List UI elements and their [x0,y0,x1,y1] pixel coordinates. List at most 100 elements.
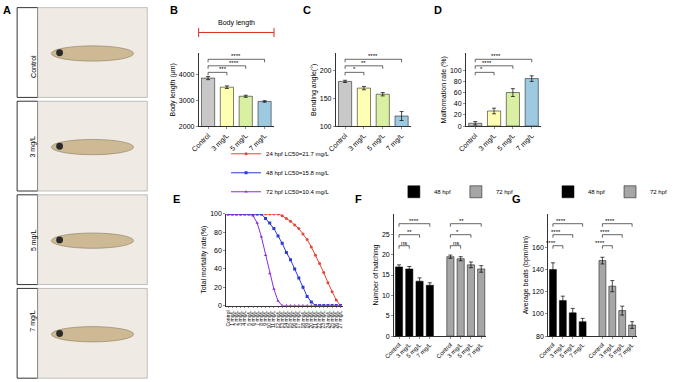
svg-text:Control: Control [327,132,348,153]
svg-text:24 mg/L: 24 mg/L [325,310,331,328]
svg-text:16 mg/L: 16 mg/L [291,310,297,328]
svg-text:D: D [434,4,442,16]
svg-text:100: 100 [320,123,332,130]
svg-text:5 mg/L: 5 mg/L [558,341,576,359]
svg-text:27 mg/L: 27 mg/L [337,310,343,328]
svg-text:18 mg/L: 18 mg/L [300,310,306,328]
svg-text:80: 80 [454,78,462,85]
svg-text:Control: Control [30,55,37,78]
svg-text:100: 100 [532,310,544,317]
svg-text:4 mg/L: 4 mg/L [241,310,247,326]
svg-text:C: C [303,4,311,16]
svg-text:72 hpf: 72 hpf [496,189,513,195]
svg-text:****: **** [231,53,241,59]
svg-text:*: * [480,66,483,72]
svg-text:40: 40 [214,265,222,272]
svg-text:100: 100 [450,67,462,74]
svg-text:E: E [173,193,180,205]
svg-text:7 mg/L: 7 mg/L [248,132,269,153]
svg-text:7 mg/L: 7 mg/L [385,132,406,153]
svg-text:3 mg/L: 3 mg/L [548,341,566,359]
svg-text:8 mg/L: 8 mg/L [258,310,264,326]
svg-text:5 mg/L: 5 mg/L [457,341,475,359]
svg-text:15 mg/L: 15 mg/L [287,310,293,328]
svg-text:3 mg/L: 3 mg/L [598,341,616,359]
svg-text:20: 20 [214,284,222,291]
svg-text:5 mg/L: 5 mg/L [30,230,38,252]
svg-text:****: **** [409,218,419,224]
svg-text:3 mg/L: 3 mg/L [29,136,37,158]
svg-text:7 mg/L: 7 mg/L [618,341,636,359]
svg-text:7 mg/L: 7 mg/L [568,341,586,359]
svg-text:5 mg/L: 5 mg/L [608,341,626,359]
svg-text:Control: Control [538,342,556,360]
svg-text:5 mg/L: 5 mg/L [246,310,252,326]
svg-text:****: **** [600,229,610,235]
svg-text:****: **** [546,240,556,246]
svg-text:13 mg/L: 13 mg/L [279,310,285,328]
svg-text:4000: 4000 [179,71,195,78]
svg-text:7 mg/L: 7 mg/L [515,132,536,153]
svg-text:****: **** [551,229,561,235]
svg-text:*: * [456,229,459,235]
svg-text:23 mg/L: 23 mg/L [320,310,326,328]
svg-text:**: ** [459,218,464,224]
svg-text:ns: ns [453,240,459,246]
svg-text:9 mg/L: 9 mg/L [262,310,268,326]
svg-text:60: 60 [214,247,222,254]
svg-text:F: F [355,193,362,205]
svg-text:*: * [353,66,356,72]
svg-text:0: 0 [218,302,222,309]
svg-text:2 mg/L: 2 mg/L [233,310,239,326]
svg-text:Control: Control [190,132,211,153]
svg-text:120: 120 [532,288,544,295]
svg-text:**: ** [407,229,412,235]
svg-text:200: 200 [320,67,332,74]
svg-text:Control: Control [457,132,478,153]
svg-text:40: 40 [454,100,462,107]
svg-text:Control: Control [225,310,231,326]
svg-text:0: 0 [458,123,462,130]
svg-text:22 mg/L: 22 mg/L [316,310,322,328]
svg-text:48 hpf LC50=15.8 mg/L: 48 hpf LC50=15.8 mg/L [266,170,330,176]
svg-text:****: **** [605,218,615,224]
svg-text:****: **** [556,218,566,224]
svg-text:5 mg/L: 5 mg/L [229,132,250,153]
svg-text:80: 80 [214,229,222,236]
svg-text:7 mg/L: 7 mg/L [254,310,260,326]
svg-text:6 mg/L: 6 mg/L [250,310,256,326]
svg-text:10: 10 [382,292,390,299]
svg-text:Body length: Body length [218,19,255,27]
svg-text:3 mg/L: 3 mg/L [210,132,231,153]
svg-text:B: B [170,4,178,16]
svg-text:14 mg/L: 14 mg/L [283,310,289,328]
svg-text:Bending angle(°): Bending angle(°) [310,64,318,116]
svg-text:3 mg/L: 3 mg/L [237,310,243,326]
svg-text:3000: 3000 [179,97,195,104]
svg-text:ns: ns [401,240,407,246]
svg-text:80: 80 [536,333,544,340]
svg-text:24 hpf LC50=21.7 mg/L: 24 hpf LC50=21.7 mg/L [266,151,330,157]
svg-text:20: 20 [454,111,462,118]
svg-text:25: 25 [382,231,390,238]
svg-text:150: 150 [320,95,332,102]
svg-text:25 mg/L: 25 mg/L [329,310,335,328]
svg-text:Malformation rate (%): Malformation rate (%) [440,56,448,123]
svg-text:Body length (μm): Body length (μm) [169,63,177,116]
svg-text:2000: 2000 [179,123,195,130]
svg-text:72 hpf LC50=10.4 mg/L: 72 hpf LC50=10.4 mg/L [266,189,330,195]
svg-text:10 mg/L: 10 mg/L [266,310,272,328]
svg-text:100: 100 [210,210,222,217]
svg-text:****: **** [482,60,492,66]
svg-text:5 mg/L: 5 mg/L [366,132,387,153]
svg-text:Total mortality rate(%): Total mortality rate(%) [200,226,208,294]
svg-text:****: **** [595,240,605,246]
svg-text:3 mg/L: 3 mg/L [477,132,498,153]
svg-text:***: *** [219,66,227,72]
svg-text:G: G [512,193,521,205]
svg-text:****: **** [491,53,501,59]
svg-text:26 mg/L: 26 mg/L [333,310,339,328]
svg-text:20: 20 [382,251,390,258]
svg-text:7 mg/L: 7 mg/L [467,341,485,359]
svg-text:7 mg/L: 7 mg/L [29,310,37,332]
